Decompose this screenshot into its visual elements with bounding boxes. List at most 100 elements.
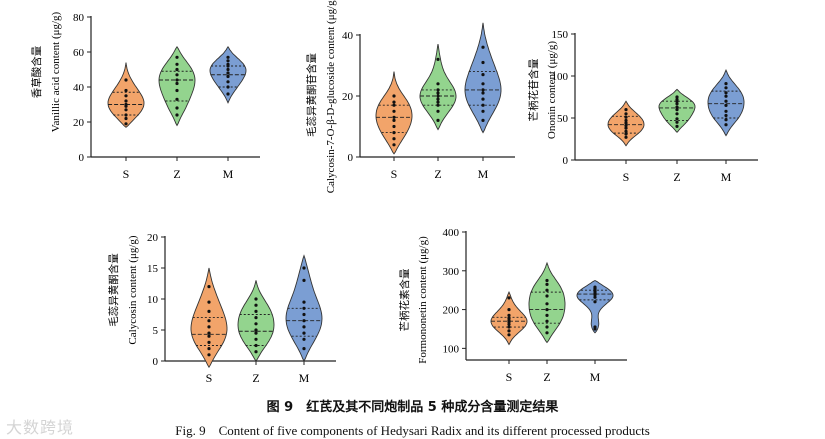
data-point <box>624 118 628 123</box>
data-point <box>507 325 511 329</box>
violin-Z <box>237 280 275 362</box>
data-point <box>724 118 728 122</box>
y-tick-label: 20 <box>147 232 159 244</box>
data-point <box>302 278 306 282</box>
data-point <box>724 123 728 127</box>
y-tick-label: 20 <box>73 117 85 129</box>
data-point <box>254 297 258 301</box>
data-point <box>302 337 306 341</box>
data-point <box>175 73 179 77</box>
data-point <box>175 88 179 93</box>
data-point <box>175 78 179 82</box>
data-point <box>507 296 511 300</box>
data-point <box>124 102 128 107</box>
data-point <box>545 302 549 306</box>
data-point <box>175 113 179 117</box>
x-tick-label: Z <box>173 167 180 181</box>
chart-panel-5: 100 200 300 400 芒柄花素含量 Formononetin content (… <box>398 227 627 384</box>
data-point <box>254 309 258 313</box>
y-tick-label: 0 <box>563 155 569 167</box>
data-point <box>254 331 258 335</box>
violin-M <box>576 279 614 334</box>
x-tick-label: S <box>391 167 398 181</box>
data-point <box>392 115 396 119</box>
y-tick-label: 300 <box>443 266 460 278</box>
data-point <box>481 118 485 122</box>
data-point <box>124 116 128 121</box>
x-tick-label: M <box>299 371 310 385</box>
data-point <box>207 325 211 329</box>
x-tick-label: M <box>478 167 489 181</box>
data-point <box>175 55 179 59</box>
x-tick-label: M <box>223 167 234 181</box>
data-point <box>302 325 306 329</box>
violin-M <box>464 22 502 134</box>
data-point <box>675 97 679 102</box>
y-axis-label-en: Formononetin content (μg/g) <box>417 236 429 364</box>
data-point <box>392 109 396 113</box>
x-tick-label: S <box>623 170 630 184</box>
x-tick-label: S <box>206 371 213 385</box>
x-tick-label: M <box>590 370 601 384</box>
data-point <box>481 45 485 49</box>
data-point <box>507 313 511 317</box>
x-tick-label: Z <box>434 167 441 181</box>
y-tick-label: 400 <box>443 227 460 239</box>
data-point <box>481 82 485 86</box>
data-point <box>545 325 549 329</box>
watermark: 大数跨境 <box>6 418 75 437</box>
y-tick-label: 5 <box>153 325 159 337</box>
data-point <box>436 94 440 98</box>
data-point <box>545 308 549 312</box>
data-point <box>545 278 549 283</box>
data-point <box>254 337 258 341</box>
data-point <box>545 294 549 298</box>
data-point <box>124 88 128 93</box>
data-point <box>175 67 179 72</box>
data-point <box>207 347 211 351</box>
data-point <box>124 108 128 112</box>
data-point <box>436 118 440 122</box>
y-tick-label: 60 <box>73 47 85 59</box>
data-point <box>436 103 440 107</box>
data-point <box>207 309 211 313</box>
data-point <box>226 55 230 59</box>
data-point <box>624 132 628 136</box>
data-point <box>481 109 485 113</box>
data-point <box>545 282 549 286</box>
data-point <box>724 94 728 98</box>
y-axis-label-cn: 毛蕊异黄酮苷含量 <box>305 53 318 137</box>
data-point <box>124 99 128 103</box>
data-point <box>302 266 306 270</box>
data-point <box>175 97 179 101</box>
data-point <box>507 318 511 322</box>
data-point <box>392 94 396 98</box>
violin-Z <box>158 46 196 127</box>
data-point <box>392 137 396 141</box>
data-point <box>226 67 230 72</box>
data-point <box>481 97 485 101</box>
data-point <box>436 91 440 95</box>
data-point <box>436 82 440 86</box>
violin-Z <box>419 44 457 131</box>
y-tick-label: 0 <box>348 152 354 164</box>
data-point <box>624 112 628 116</box>
data-point <box>724 103 728 107</box>
y-tick-label: 80 <box>73 12 85 24</box>
data-point <box>302 312 306 317</box>
data-point <box>624 126 628 130</box>
data-point <box>724 91 728 95</box>
chart-panel-3: 0 50 100 150 芒柄花苷含量 Ononin content (μg/g) S Z M <box>527 29 758 184</box>
data-point <box>507 329 511 333</box>
x-tick-label: Z <box>543 370 550 384</box>
y-tick-label: 40 <box>73 82 85 94</box>
y-axis-label-cn: 毛蕊异黄酮含量 <box>107 253 120 327</box>
data-point <box>593 295 597 299</box>
data-point <box>675 95 679 99</box>
figure-panels: 0 20 40 60 80 香草酸含量 Vanillic acid content (μg/… <box>30 0 758 385</box>
data-point <box>254 322 258 326</box>
data-point <box>392 124 396 129</box>
data-point <box>593 285 597 289</box>
data-point <box>207 340 211 344</box>
data-point <box>481 103 485 107</box>
